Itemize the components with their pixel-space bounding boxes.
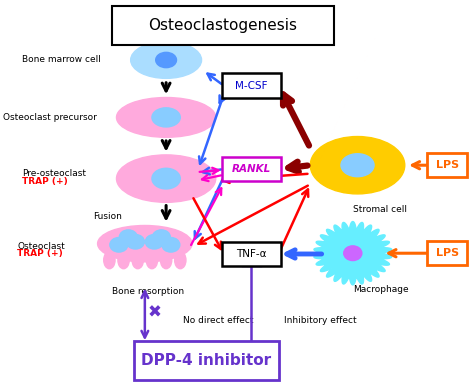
Ellipse shape xyxy=(98,225,192,262)
Ellipse shape xyxy=(104,252,115,269)
Text: RANKL: RANKL xyxy=(232,164,271,174)
Circle shape xyxy=(127,235,145,249)
Text: DPP-4 inhibitor: DPP-4 inhibitor xyxy=(141,353,271,368)
Text: Macrophage: Macrophage xyxy=(353,285,409,294)
FancyBboxPatch shape xyxy=(222,157,281,182)
Ellipse shape xyxy=(310,137,405,194)
Ellipse shape xyxy=(146,252,157,269)
Ellipse shape xyxy=(156,52,176,68)
Ellipse shape xyxy=(117,155,216,202)
Text: Pre-osteoclast: Pre-osteoclast xyxy=(22,169,86,178)
Text: Stromal cell: Stromal cell xyxy=(353,205,407,214)
Circle shape xyxy=(146,235,163,249)
Text: TNF-α: TNF-α xyxy=(236,249,266,259)
FancyBboxPatch shape xyxy=(222,73,281,98)
FancyBboxPatch shape xyxy=(427,242,467,265)
Ellipse shape xyxy=(174,252,186,269)
FancyBboxPatch shape xyxy=(427,153,467,177)
FancyBboxPatch shape xyxy=(134,341,279,380)
Text: ✖: ✖ xyxy=(147,303,161,321)
Text: M-CSF: M-CSF xyxy=(235,81,267,91)
Text: Osteoclastogenesis: Osteoclastogenesis xyxy=(148,18,297,33)
Text: Osteoclast: Osteoclast xyxy=(17,242,65,251)
Ellipse shape xyxy=(132,252,144,269)
Circle shape xyxy=(162,238,180,252)
Circle shape xyxy=(153,230,170,245)
Text: No direct effect: No direct effect xyxy=(182,316,253,325)
Text: LPS: LPS xyxy=(436,248,459,258)
Ellipse shape xyxy=(160,252,172,269)
Ellipse shape xyxy=(341,154,374,177)
Text: Bone marrow cell: Bone marrow cell xyxy=(22,56,101,65)
Text: TRAP (+): TRAP (+) xyxy=(17,249,63,258)
Circle shape xyxy=(110,238,128,252)
FancyBboxPatch shape xyxy=(112,7,334,45)
Text: Fusion: Fusion xyxy=(93,212,122,221)
Text: Inhibitory effect: Inhibitory effect xyxy=(284,316,357,325)
Text: TRAP (+): TRAP (+) xyxy=(22,177,68,186)
Text: LPS: LPS xyxy=(436,160,459,170)
Text: Bone resorption: Bone resorption xyxy=(112,287,184,296)
FancyBboxPatch shape xyxy=(222,242,281,266)
Ellipse shape xyxy=(118,252,129,269)
Circle shape xyxy=(119,230,137,245)
Ellipse shape xyxy=(152,108,180,127)
Ellipse shape xyxy=(117,98,216,137)
Circle shape xyxy=(344,246,362,261)
Ellipse shape xyxy=(131,41,201,78)
Text: Osteoclast precursor: Osteoclast precursor xyxy=(3,113,97,122)
Ellipse shape xyxy=(152,168,180,189)
Polygon shape xyxy=(314,222,392,285)
